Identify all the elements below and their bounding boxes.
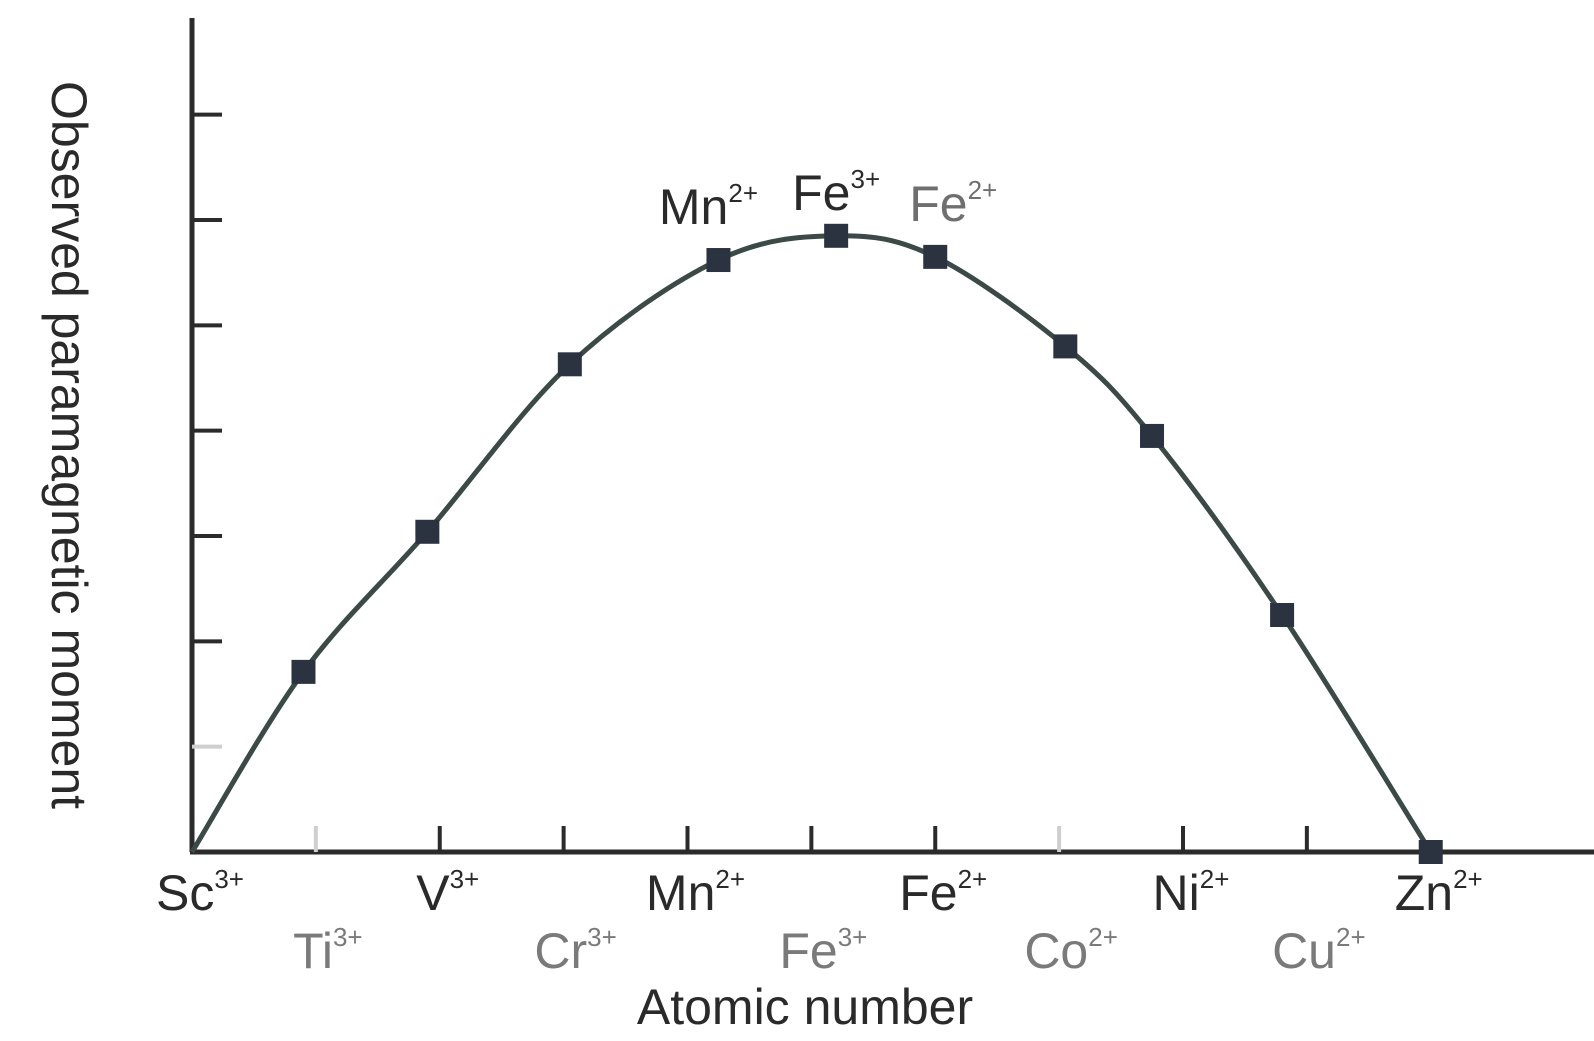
x-tick-label-symbol: Zn	[1395, 865, 1453, 921]
point-label-symbol: Fe	[909, 176, 967, 232]
point-label: Mn2+	[659, 178, 758, 235]
data-point	[824, 223, 849, 248]
point-label-symbol: Mn	[659, 179, 728, 235]
x-tick-label-charge: 3+	[450, 864, 480, 894]
x-tick-label-charge: 3+	[838, 922, 868, 952]
data-point	[1270, 603, 1295, 627]
x-tick-label-charge: 2+	[1336, 922, 1366, 952]
point-label-charge: 2+	[728, 178, 758, 208]
data-point	[923, 244, 948, 269]
data-point	[706, 248, 731, 273]
y-axis-title: Observed paramagnetic moment	[41, 81, 97, 809]
x-tick-label-charge: 3+	[214, 864, 244, 894]
point-label: Fe3+	[792, 164, 880, 221]
point-label: Fe2+	[909, 175, 997, 232]
x-tick-label: Fe3+	[779, 922, 867, 979]
data-point	[557, 352, 582, 377]
data-point	[1053, 334, 1078, 359]
point-label-symbol: Fe	[792, 165, 850, 221]
data-point	[1140, 423, 1165, 448]
moment-curve	[189, 233, 1433, 854]
x-tick-label-charge: 2+	[715, 864, 745, 894]
x-tick-label: Fe2+	[899, 864, 987, 921]
x-tick-label: Cu2+	[1272, 922, 1366, 979]
points-layer	[291, 223, 1443, 864]
x-tick-label-charge: 2+	[1200, 864, 1230, 894]
x-tick-label: V3+	[416, 864, 479, 921]
x-tick-label-symbol: Ti	[293, 923, 333, 979]
data-point	[1418, 840, 1443, 864]
x-tick-label-symbol: Co	[1024, 923, 1088, 979]
x-tick-label: Cr3+	[534, 922, 616, 979]
axes	[189, 18, 1594, 855]
labels-layer: Sc3+Ti3+V3+Cr3+Mn2+Fe3+Fe2+Co2+Ni2+Cu2+Z…	[156, 164, 1483, 979]
x-tick-label-charge: 3+	[587, 922, 617, 952]
x-tick-label-symbol: Cu	[1272, 923, 1336, 979]
x-tick-label-charge: 2+	[1088, 922, 1118, 952]
x-tick-label-symbol: Mn	[646, 865, 715, 921]
point-label-charge: 2+	[968, 175, 998, 205]
ticks	[192, 112, 1309, 852]
x-tick-label: Mn2+	[646, 864, 745, 921]
x-tick-label-symbol: Ni	[1153, 865, 1200, 921]
x-tick-label-symbol: Sc	[156, 865, 214, 921]
curve-layer	[189, 233, 1433, 854]
x-tick-label: Ni2+	[1153, 864, 1230, 921]
point-label-charge: 3+	[850, 164, 880, 194]
x-tick-label: Sc3+	[156, 864, 244, 921]
x-tick-label-charge: 2+	[1453, 864, 1483, 894]
x-tick-label-symbol: Fe	[899, 865, 957, 921]
x-tick-label-charge: 3+	[333, 922, 363, 952]
x-tick-label-symbol: Fe	[779, 923, 837, 979]
x-tick-label-symbol: Cr	[534, 923, 587, 979]
x-tick-label: Zn2+	[1395, 864, 1483, 921]
x-axis-title: Atomic number	[637, 979, 973, 1035]
x-tick-label-symbol: V	[416, 865, 450, 921]
data-point	[291, 659, 316, 684]
x-tick-label-charge: 2+	[958, 864, 988, 894]
data-point	[415, 519, 440, 544]
x-tick-label: Ti3+	[293, 922, 362, 979]
x-tick-label: Co2+	[1024, 922, 1118, 979]
